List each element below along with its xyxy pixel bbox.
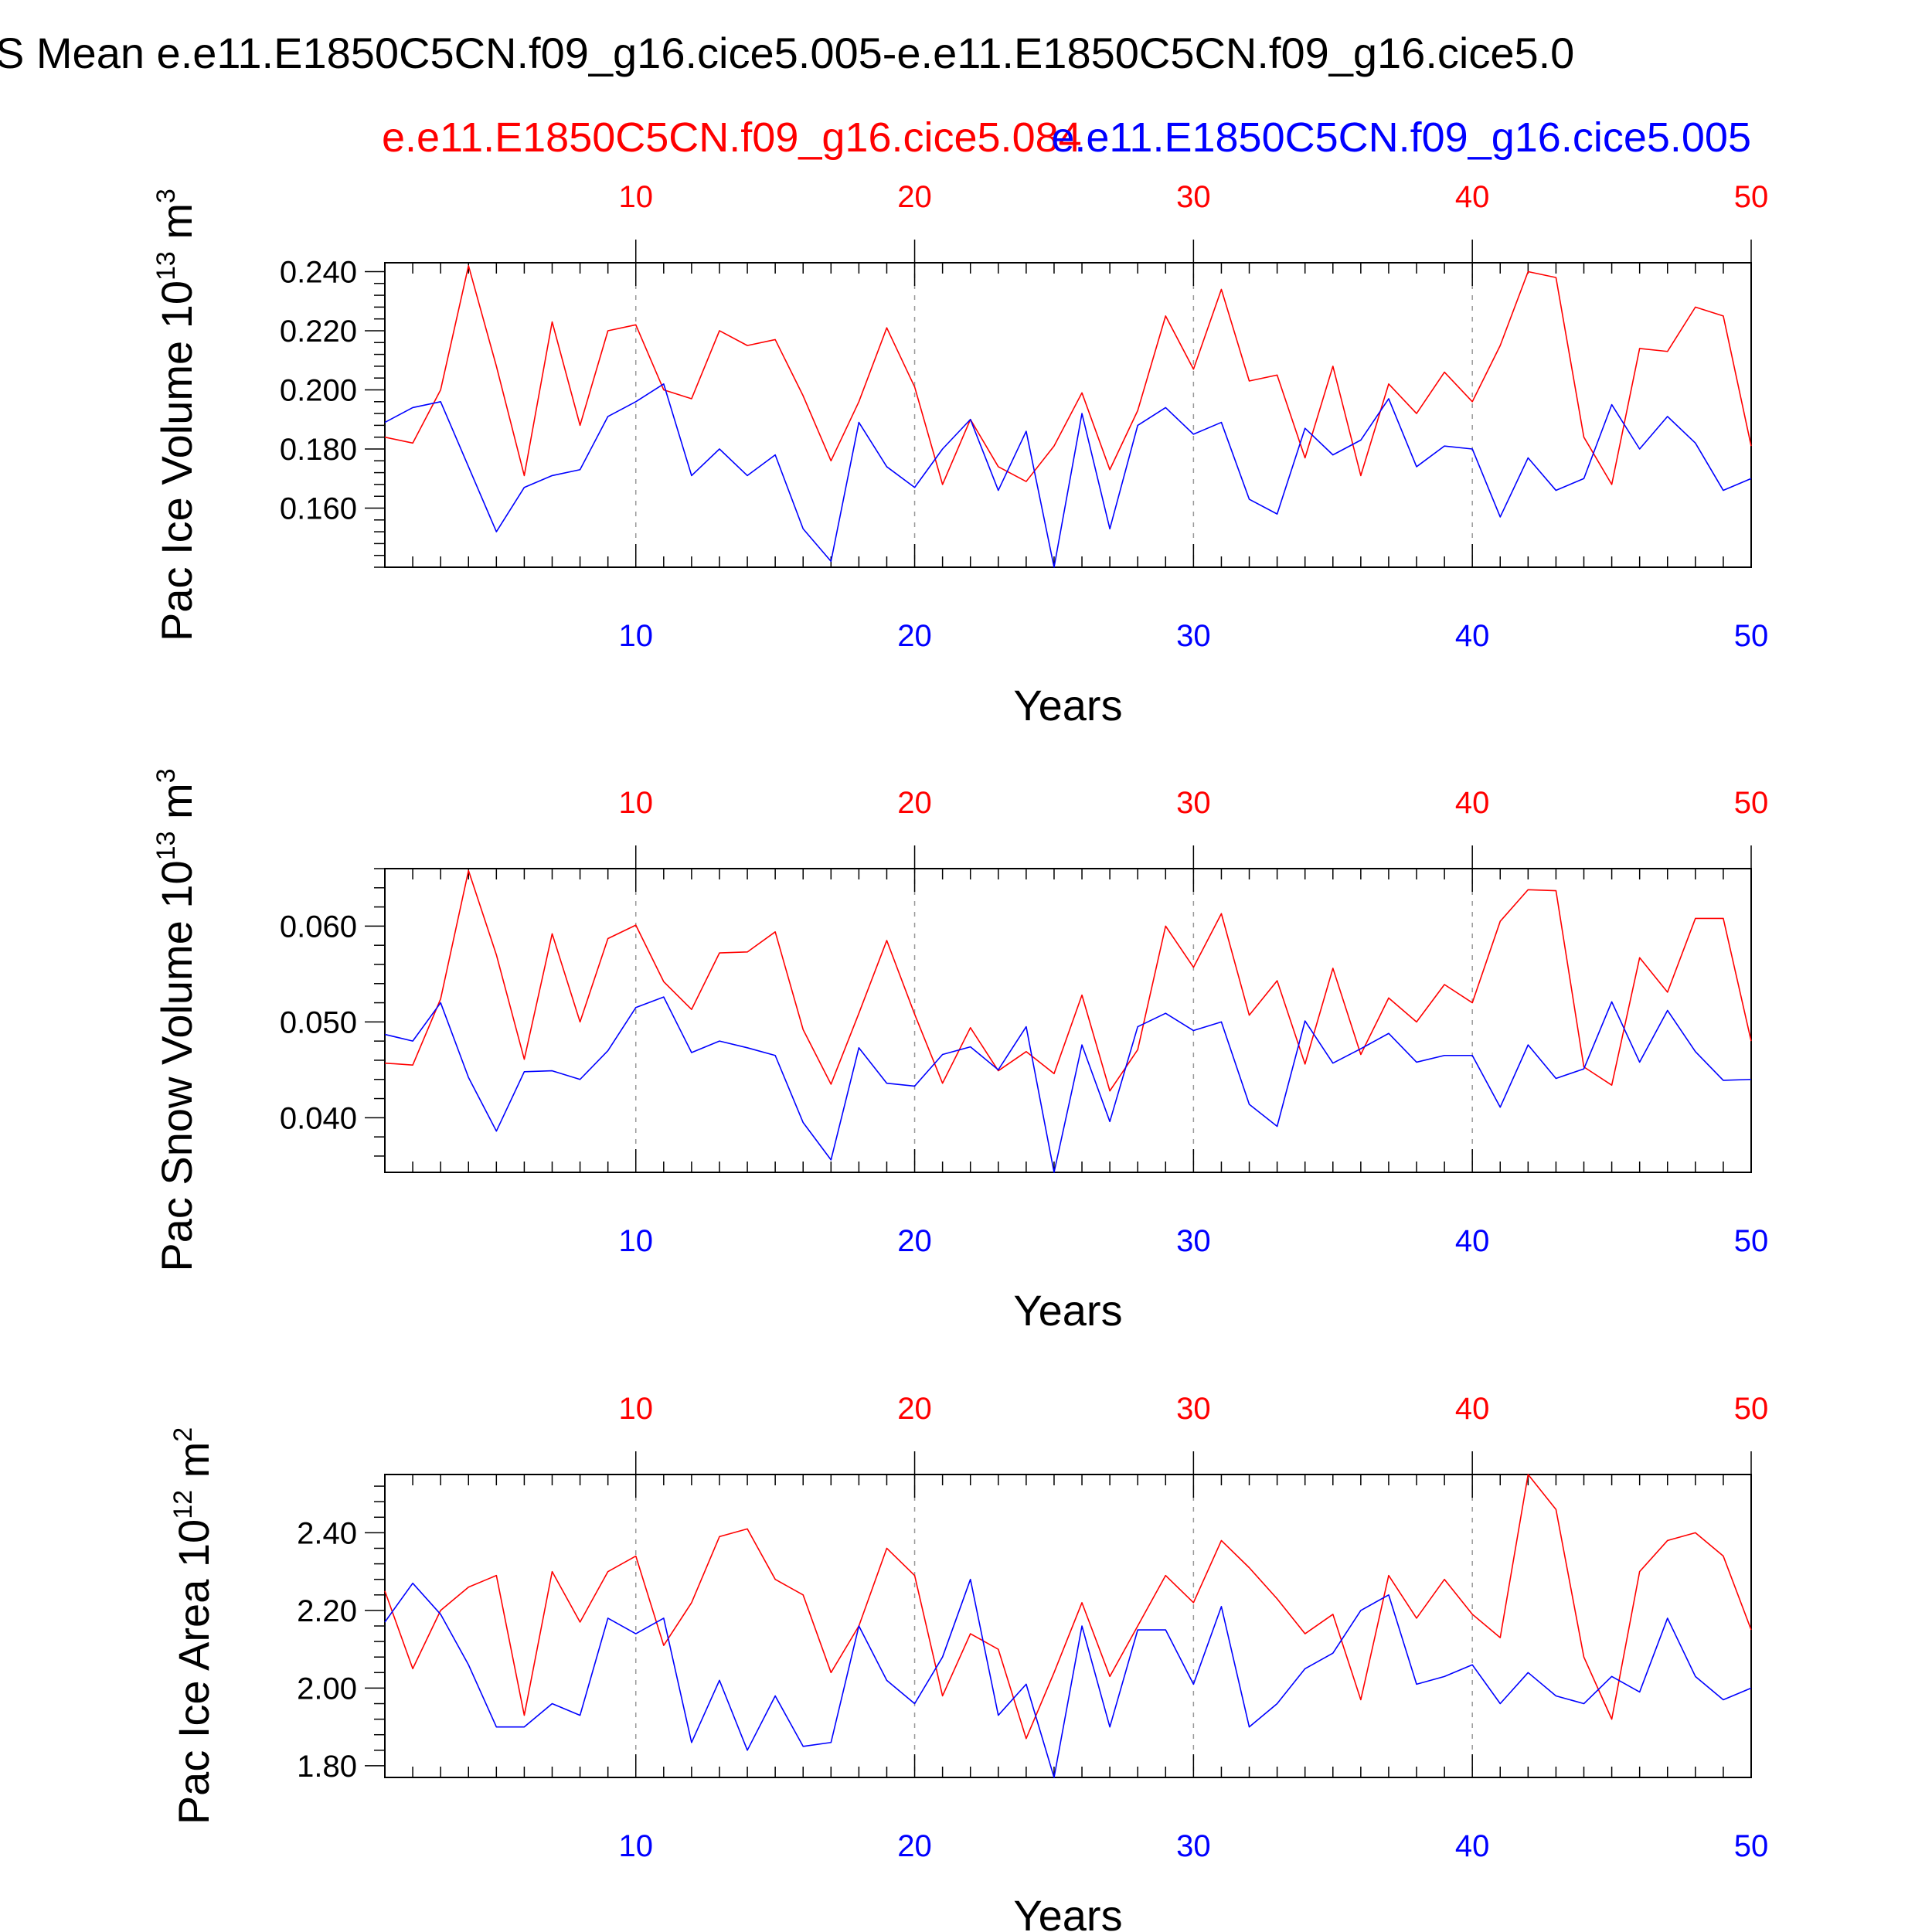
x-tick-label-top: 10	[618, 180, 653, 214]
y-tick-label: 2.00	[297, 1672, 357, 1706]
x-tick-label-top: 20	[897, 786, 932, 820]
x-tick-label-top: 10	[618, 786, 653, 820]
case-label-red: e.e11.E1850C5CN.f09_g16.cice5.084	[382, 114, 1082, 161]
x-tick-label-bottom: 50	[1734, 1829, 1769, 1863]
y-tick-label: 2.20	[297, 1594, 357, 1628]
x-tick-label-top: 50	[1734, 1392, 1769, 1426]
y-tick-label: 0.060	[280, 910, 357, 944]
panel-1: 10 10 20 20 30 30 40 40 50 50 0.160 0.180 0.200 0.220…	[151, 180, 1768, 730]
x-tick-label-bottom: 50	[1734, 619, 1769, 653]
panel-2: 10 10 20 20 30 30 40 40 50 50 0.040 0.050 0.060 Years…	[151, 768, 1768, 1335]
case-label-blue: e.e11.E1850C5CN.f09_g16.cice5.005	[1051, 114, 1751, 161]
panel-3: 10 10 20 20 30 30 40 40 50 50 1.80 2.00 2.20 2.40 Year…	[168, 1392, 1768, 1932]
x-tick-label-top: 10	[618, 1392, 653, 1426]
x-tick-label-top: 40	[1455, 786, 1490, 820]
x-tick-label-top: 50	[1734, 180, 1769, 214]
y-tick-label: 0.040	[280, 1101, 357, 1135]
x-tick-label-top: 50	[1734, 786, 1769, 820]
y-tick-label: 2.40	[297, 1516, 357, 1550]
series-line-blue	[384, 383, 1752, 568]
x-tick-label-bottom: 40	[1455, 619, 1490, 653]
figure-title: S Mean e.e11.E1850C5CN.f09_g16.cice5.005…	[0, 29, 1574, 77]
x-tick-label-bottom: 40	[1455, 1829, 1490, 1863]
y-axis-label: Pac Snow Volume 1013 m3	[151, 768, 201, 1271]
x-tick-label-bottom: 20	[897, 1224, 932, 1258]
x-tick-label-top: 40	[1455, 180, 1490, 214]
plot-frame	[384, 262, 1752, 568]
series-line-red	[384, 265, 1752, 485]
y-tick-label: 0.240	[280, 255, 357, 289]
series-line-blue	[384, 1578, 1752, 1778]
x-tick-label-top: 20	[897, 180, 932, 214]
x-tick-label-bottom: 40	[1455, 1224, 1490, 1258]
x-tick-label-top: 20	[897, 1392, 932, 1426]
x-tick-label-bottom: 10	[618, 1224, 653, 1258]
x-tick-label-top: 30	[1176, 786, 1211, 820]
y-tick-label: 0.220	[280, 315, 357, 349]
plot-frame	[384, 1474, 1752, 1778]
x-tick-label-bottom: 30	[1176, 1829, 1211, 1863]
series-line-red	[384, 869, 1752, 1092]
y-axis-label: Pac Ice Volume 1013 m3	[151, 189, 201, 641]
x-axis-label: Years	[1013, 1286, 1122, 1335]
y-tick-label: 0.200	[280, 373, 357, 407]
x-tick-label-bottom: 10	[618, 619, 653, 653]
x-tick-label-bottom: 10	[618, 1829, 653, 1863]
y-axis-label: Pac Ice Area 1012 m2	[168, 1427, 218, 1825]
y-tick-label: 0.160	[280, 492, 357, 526]
x-tick-label-top: 30	[1176, 1392, 1211, 1426]
x-tick-label-bottom: 20	[897, 1829, 932, 1863]
x-tick-label-bottom: 30	[1176, 1224, 1211, 1258]
x-tick-label-bottom: 50	[1734, 1224, 1769, 1258]
x-tick-label-top: 40	[1455, 1392, 1490, 1426]
series-line-red	[384, 1474, 1752, 1740]
series-line-blue	[384, 996, 1752, 1173]
x-axis-label: Years	[1013, 1891, 1122, 1932]
x-tick-label-top: 30	[1176, 180, 1211, 214]
panels: 10 10 20 20 30 30 40 40 50 50 0.160 0.180 0.200 0.220…	[151, 180, 1768, 1932]
x-tick-label-bottom: 20	[897, 619, 932, 653]
y-tick-label: 0.050	[280, 1005, 357, 1039]
x-axis-label: Years	[1013, 681, 1122, 730]
plot-frame	[384, 868, 1752, 1173]
x-tick-label-bottom: 30	[1176, 619, 1211, 653]
y-tick-label: 0.180	[280, 433, 357, 467]
y-tick-label: 1.80	[297, 1750, 357, 1784]
